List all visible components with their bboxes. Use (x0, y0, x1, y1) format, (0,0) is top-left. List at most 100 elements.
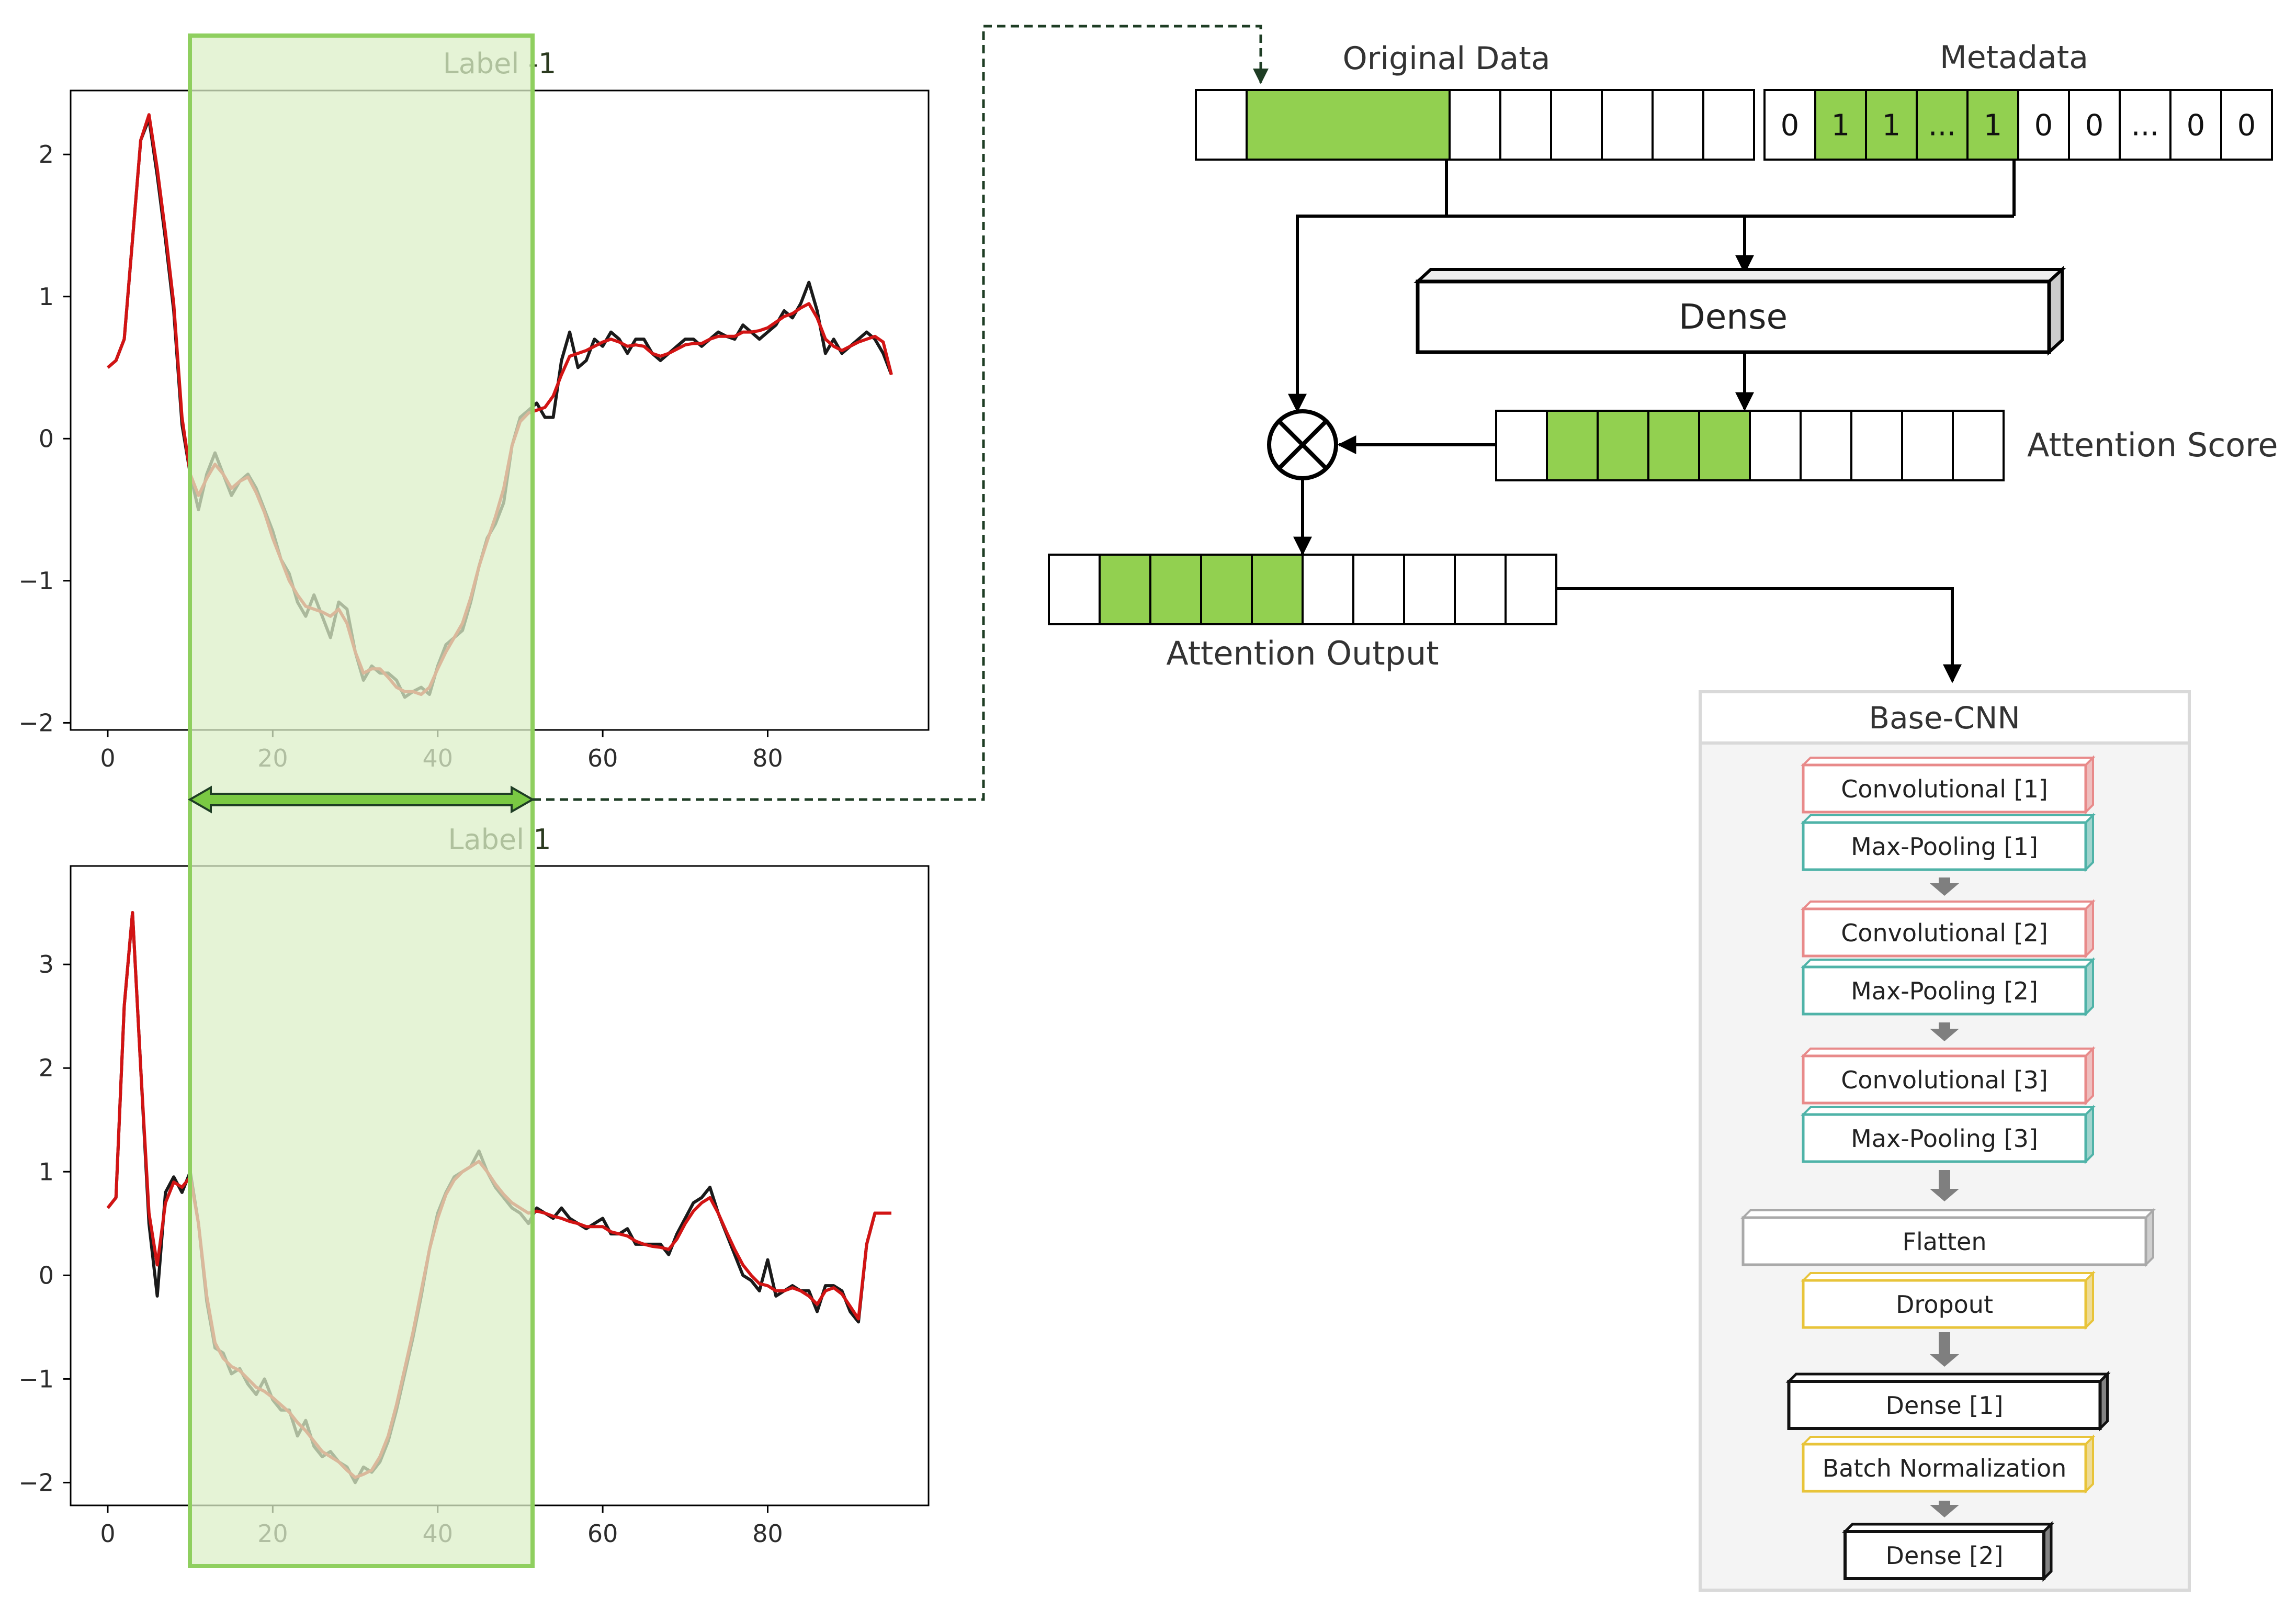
cnn-layer-label: Convolutional [2] (1841, 919, 2048, 947)
cell (1652, 89, 1704, 161)
down-arrow-icon (1930, 1170, 1959, 1201)
cell-value: 1 (1984, 109, 2003, 143)
y-tick-label: 2 (39, 140, 54, 168)
cell (1499, 89, 1552, 161)
cnn-layer: Flatten (1740, 1208, 2156, 1267)
cell (1149, 554, 1202, 625)
cnn-layer-label: Batch Normalization (1823, 1454, 2067, 1482)
cell (1048, 554, 1101, 625)
cnn-layer-label: Dense [2] (1886, 1542, 2004, 1570)
cell (1195, 89, 1248, 161)
cell (1099, 554, 1151, 625)
attention-score-label: Attention Score (2027, 426, 2278, 464)
dense-label: Dense (1679, 297, 1788, 337)
cell-value: ... (1928, 109, 1956, 143)
cnn-layer: Dropout (1801, 1270, 2096, 1330)
cnn-layer-label: Convolutional [3] (1841, 1066, 2048, 1094)
original-data-label: Original Data (1342, 40, 1550, 77)
output-to-cnn-arrow (1556, 587, 1962, 683)
cell (1200, 554, 1253, 625)
cell (1302, 554, 1354, 625)
base-cnn-arrows (1930, 877, 1959, 1517)
cnn-layer-label: Max-Pooling [1] (1851, 832, 2038, 861)
y-tick-label: 1 (39, 1157, 54, 1186)
x-tick-label: 60 (587, 1520, 618, 1548)
cnn-layer: Convolutional [3] (1801, 1046, 2096, 1106)
x-tick-label: 0 (100, 744, 115, 772)
metadata-label: Metadata (1940, 39, 2088, 76)
cnn-layer: Max-Pooling [1] (1801, 813, 2096, 872)
cnn-layer: Max-Pooling [3] (1801, 1105, 2096, 1164)
cnn-layer: Convolutional [1] (1801, 755, 2096, 815)
cell (2017, 89, 2070, 161)
cnn-layer: Dense [2] (1841, 1521, 2055, 1582)
cell-value: 1 (1882, 109, 1901, 143)
y-tick-label: −1 (18, 567, 54, 595)
cnn-layer-label: Dropout (1896, 1290, 1993, 1319)
y-tick-label: 0 (39, 424, 54, 453)
cnn-layer: Batch Normalization (1801, 1434, 2096, 1494)
cell-value: 0 (2085, 109, 2104, 143)
cell (1403, 554, 1456, 625)
multiply-icon (1267, 409, 1338, 480)
dense-block: Dense (1413, 266, 2066, 356)
y-tick-label: −2 (18, 708, 54, 737)
cell (2220, 89, 2273, 161)
y-tick-label: −1 (18, 1365, 54, 1393)
base-cnn-layers: Convolutional [1] Max-Pooling [1] Convolut… (1740, 755, 2156, 1582)
cell (1698, 410, 1751, 481)
down-arrow-icon (1930, 1022, 1959, 1041)
x-tick-label: 60 (587, 744, 618, 772)
cell (1601, 89, 1654, 161)
cell (1454, 554, 1507, 625)
cell-value: 0 (2237, 109, 2256, 143)
cell (1495, 410, 1548, 481)
cell-value: 0 (2034, 109, 2053, 143)
cell (1352, 554, 1405, 625)
cell (1865, 89, 1918, 161)
cell (1597, 410, 1649, 481)
cell (1251, 554, 1304, 625)
attention-score-row (1495, 410, 2005, 481)
top-connectors (1288, 160, 2016, 413)
cnn-layer: Max-Pooling [2] (1801, 957, 2096, 1017)
cell (1647, 410, 1700, 481)
y-tick-label: 3 (39, 950, 54, 978)
y-tick-label: 1 (39, 283, 54, 311)
cell (1850, 410, 1903, 481)
cnn-layer-label: Max-Pooling [2] (1851, 977, 2038, 1005)
cell (1749, 410, 1802, 481)
cell (1901, 410, 1954, 481)
cell (1702, 89, 1755, 161)
cell-value: 1 (1831, 109, 1850, 143)
y-tick-label: 2 (39, 1054, 54, 1082)
down-arrow-icon (1930, 877, 1959, 896)
cell (1814, 89, 1867, 161)
cell (1800, 410, 1852, 481)
x-tick-label: 0 (100, 1520, 115, 1548)
attention-output-label: Attention Output (1166, 634, 1439, 672)
cell (1546, 410, 1599, 481)
cnn-layer-label: Max-Pooling [3] (1851, 1124, 2038, 1153)
cnn-layer: Convolutional [2] (1801, 899, 2096, 959)
y-tick-label: 0 (39, 1261, 54, 1289)
cell-value: 0 (1781, 109, 1800, 143)
cnn-layer-label: Dense [1] (1886, 1391, 2004, 1420)
cell (1449, 89, 1501, 161)
metadata-row: 0 1 1... 1 0 0... 0 0 (1763, 89, 2273, 161)
attention-output-row (1048, 554, 1557, 625)
down-arrow-icon (1930, 1501, 1959, 1517)
y-tick-label: −2 (18, 1468, 54, 1497)
cell (1916, 89, 1969, 161)
x-tick-label: 80 (752, 1520, 783, 1548)
cell (1763, 89, 1816, 161)
dashed-connector (533, 25, 1269, 801)
cell (1505, 554, 1557, 625)
cnn-layer: Dense [1] (1785, 1370, 2111, 1432)
cell (1952, 410, 2005, 481)
cell-value: ... (2131, 109, 2159, 143)
base-cnn-title: Base-CNN (1869, 700, 2020, 736)
cell-value: 0 (2187, 109, 2205, 143)
cell (2068, 89, 2121, 161)
